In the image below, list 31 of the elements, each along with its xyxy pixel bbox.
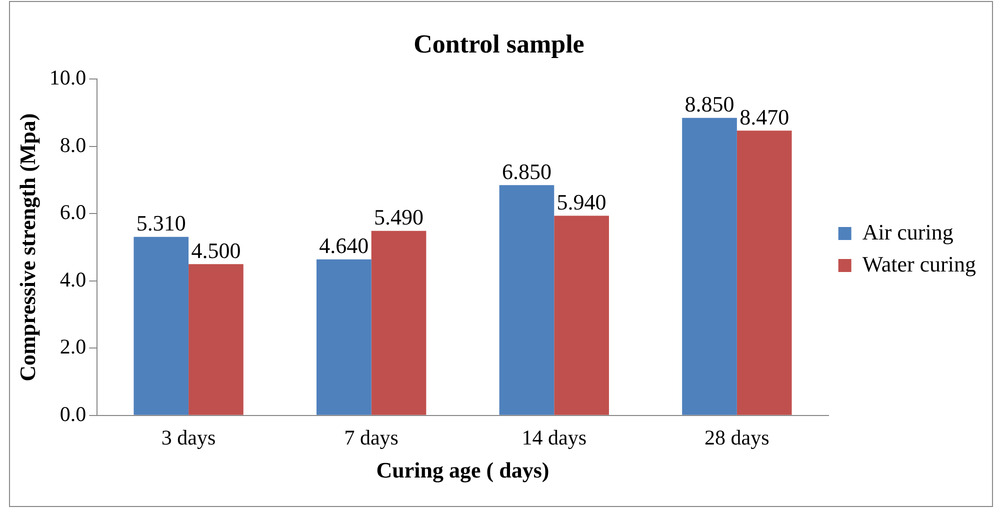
legend-label: Air curing — [862, 219, 954, 244]
bar — [554, 216, 609, 415]
data-label: 6.850 — [502, 158, 552, 184]
x-tick-label: 28 days — [704, 426, 770, 450]
data-label: 4.500 — [191, 238, 241, 263]
bar — [736, 130, 792, 415]
bar — [682, 118, 737, 415]
x-axis-title: Curing age ( days) — [376, 457, 550, 482]
y-tick-label: 2.0 — [60, 334, 86, 359]
data-label: 4.640 — [319, 233, 369, 258]
chart-title: Control sample — [414, 29, 584, 58]
data-label: 5.310 — [136, 210, 186, 236]
y-tick-label: 8.0 — [60, 132, 86, 157]
y-tick-label: 0.0 — [60, 402, 86, 426]
data-label: 5.490 — [374, 204, 424, 230]
data-label: 5.940 — [556, 189, 606, 214]
bar — [499, 185, 554, 415]
bar — [371, 230, 426, 415]
y-axis-title: Compressive strength (Mpa) — [14, 113, 40, 382]
x-tick-label: 14 days — [522, 426, 587, 450]
y-tick-label: 10.0 — [49, 66, 86, 90]
bar — [188, 264, 244, 415]
legend-label: Water curing — [862, 251, 976, 276]
bar — [134, 236, 189, 415]
y-tick-label: 6.0 — [60, 200, 86, 224]
data-label: 8.850 — [684, 92, 734, 117]
y-tick-label: 4.0 — [60, 267, 86, 292]
x-tick-label: 3 days — [161, 426, 216, 450]
x-tick-label: 7 days — [344, 426, 398, 450]
data-label: 8.470 — [740, 104, 790, 130]
bar — [316, 259, 372, 415]
